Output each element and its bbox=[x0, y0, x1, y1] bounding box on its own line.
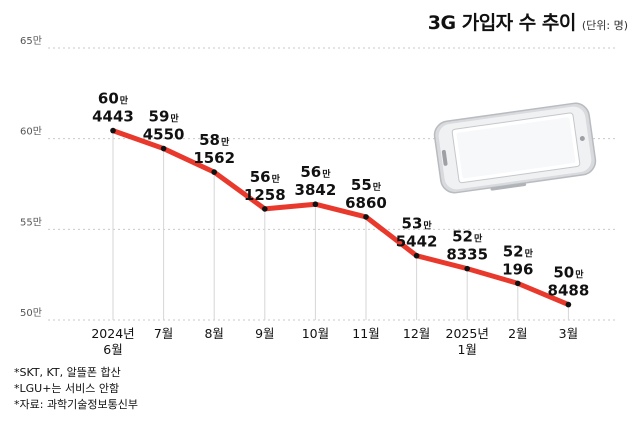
series-line bbox=[110, 128, 571, 308]
data-label-bottom: 1562 bbox=[193, 149, 235, 167]
y-tick-label: 60만 bbox=[20, 126, 42, 138]
category-guides bbox=[112, 130, 569, 320]
data-label-bottom: 3842 bbox=[295, 181, 337, 199]
x-tick-label: 11월 bbox=[352, 326, 379, 341]
data-point bbox=[262, 206, 268, 212]
x-tick-label: 2024년 bbox=[91, 326, 134, 341]
x-tick-label: 7월 bbox=[154, 326, 173, 341]
y-tick-label: 55만 bbox=[20, 216, 42, 228]
data-label-bottom: 5442 bbox=[396, 233, 438, 251]
x-tick-label: 12월 bbox=[403, 326, 430, 341]
data-point bbox=[110, 127, 116, 134]
y-axis: 65만 60만 55만 50만 bbox=[20, 35, 42, 319]
x-tick-label: 9월 bbox=[255, 326, 274, 341]
x-tick-label: 10월 bbox=[302, 326, 329, 341]
data-label-bottom: 8488 bbox=[548, 282, 590, 300]
data-points bbox=[110, 127, 572, 308]
data-label-bottom: 6860 bbox=[345, 194, 387, 212]
data-point bbox=[211, 169, 217, 175]
data-point bbox=[464, 265, 471, 272]
data-point bbox=[363, 214, 369, 220]
data-point bbox=[565, 301, 572, 308]
y-tick-label: 50만 bbox=[20, 307, 42, 319]
data-label-top: 55만 bbox=[351, 176, 382, 194]
data-label-top: 59만 bbox=[149, 108, 180, 126]
data-label-bottom: 4443 bbox=[92, 108, 134, 126]
data-label-top: 53만 bbox=[402, 215, 433, 233]
footnote: *LGU+는 서비스 안함 bbox=[14, 382, 120, 395]
x-tick-label: 2월 bbox=[508, 326, 527, 341]
data-label-top: 56만 bbox=[300, 163, 331, 181]
chart-title: 3G 가입자 수 추이 bbox=[427, 12, 577, 34]
data-label-top: 52만 bbox=[452, 228, 483, 246]
data-label-top: 58만 bbox=[199, 131, 230, 149]
data-label-top: 56만 bbox=[250, 168, 281, 186]
x-tick-label: 3월 bbox=[559, 326, 578, 341]
data-label-bottom: 1258 bbox=[244, 186, 286, 204]
footnote: *SKT, KT, 알뜰폰 합산 bbox=[14, 366, 121, 379]
data-label-bottom: 4550 bbox=[143, 126, 185, 144]
footnote: *자료: 과학기술정보통신부 bbox=[14, 398, 139, 411]
data-point bbox=[312, 201, 319, 208]
data-point bbox=[160, 145, 167, 152]
data-label-bottom: 8335 bbox=[446, 246, 488, 264]
x-tick-label: 2025년 bbox=[446, 326, 489, 341]
x-tick-label: 1월 bbox=[457, 342, 476, 357]
chart-header: 3G 가입자 수 추이 (단위: 명) bbox=[428, 8, 628, 35]
data-label-top: 52만 bbox=[503, 242, 534, 260]
smartphone-icon bbox=[433, 102, 597, 194]
footnotes: *SKT, KT, 알뜰폰 합산 *LGU+는 서비스 안함 *자료: 과학기술… bbox=[14, 365, 138, 413]
data-point bbox=[515, 280, 521, 287]
data-point bbox=[413, 252, 420, 259]
x-tick-label: 8월 bbox=[204, 326, 223, 341]
data-label-top: 50만 bbox=[553, 264, 584, 282]
unit-label: (단위: 명) bbox=[581, 19, 628, 32]
y-tick-label: 65만 bbox=[20, 35, 42, 47]
data-label-bottom: 196 bbox=[502, 260, 533, 278]
data-label-top: 60만 bbox=[98, 90, 129, 108]
x-tick-label: 6월 bbox=[103, 342, 122, 357]
